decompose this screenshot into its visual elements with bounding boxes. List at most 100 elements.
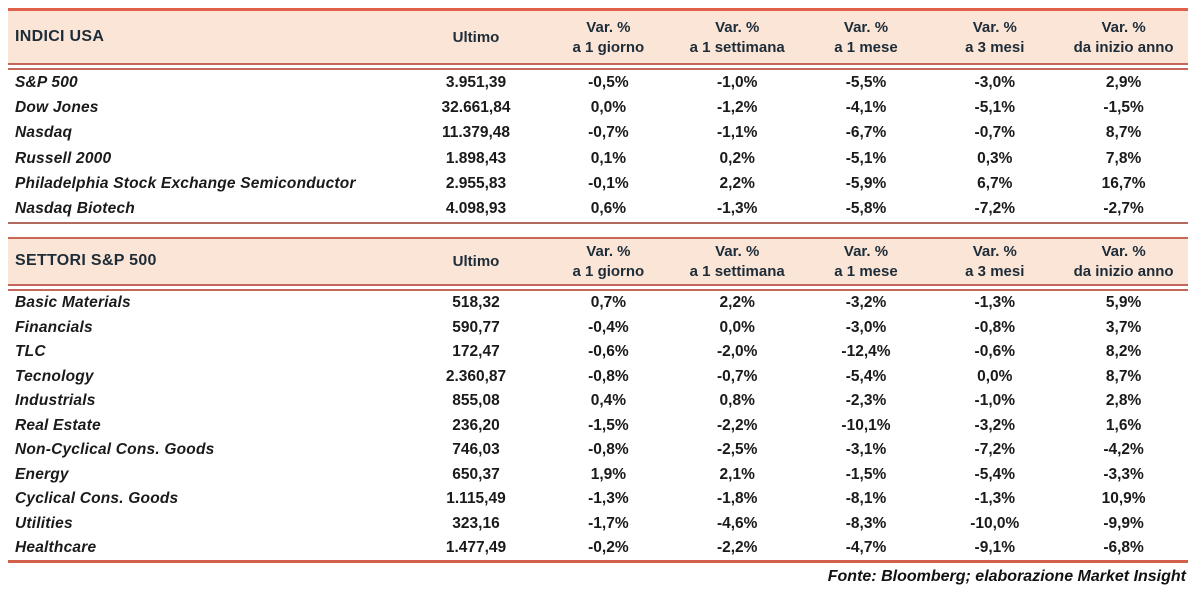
var-value: 8,7% [1105, 124, 1142, 142]
var-value: -6,7% [845, 124, 887, 142]
var-label: Var. % [972, 242, 1017, 260]
column-header-var-1-mese: Var. % a 1 mese [802, 11, 931, 63]
var-label: Var. % [586, 18, 631, 36]
table-row: Basic Materials 518,32 0,7% 2,2% -3,2% -1,3% 5… [8, 291, 1188, 316]
table-row: Energy 650,37 1,9% 2,1% -1,5% -5,4% -3,3% [8, 462, 1188, 487]
var-value: -7,2% [974, 441, 1016, 459]
ultimo-value: 11.379,48 [441, 124, 511, 142]
column-header-ultimo: Ultimo [452, 28, 500, 46]
var-value: -4,6% [716, 514, 758, 532]
var-value: -1,5% [845, 465, 887, 483]
var-value: -1,3% [716, 200, 758, 218]
ultimo-value: 1.898,43 [445, 149, 507, 167]
column-header-var-1-giorno: Var. % a 1 giorno [544, 239, 673, 284]
var-value: -1,3% [974, 294, 1016, 312]
var-value: -4,1% [845, 98, 887, 116]
row-label: Cyclical Cons. Goods [15, 490, 179, 508]
var-value: -2,2% [716, 416, 758, 434]
var-value: 5,9% [1105, 294, 1142, 312]
ultimo-value: 323,16 [452, 514, 500, 532]
var-value: -5,4% [974, 465, 1016, 483]
var-value: -3,3% [1103, 465, 1144, 483]
var-value: 0,2% [719, 149, 755, 167]
ultimo-value: 650,37 [452, 465, 500, 483]
var-value: 0,1% [590, 149, 627, 167]
var-value: -1,1% [716, 124, 758, 142]
var-value: -5,4% [845, 367, 887, 385]
table-row: Real Estate 236,20 -1,5% -2,2% -10,1% -3,2% 1,… [8, 413, 1188, 438]
var-value: -8,1% [845, 490, 887, 508]
period-label: a 3 mesi [965, 262, 1025, 280]
var-value: -0,7% [974, 124, 1016, 142]
var-value: -5,1% [974, 98, 1016, 116]
table-row: Nasdaq Biotech 4.098,93 0,6% -1,3% -5,8% -7,2… [8, 196, 1188, 221]
row-label: Financials [15, 318, 93, 336]
var-value: -5,1% [845, 149, 887, 167]
settori-sp500-header: SETTORI S&P 500 Ultimo Var. % a 1 giorno… [8, 236, 1188, 284]
var-value: -0,7% [588, 124, 629, 142]
table-row: Dow Jones 32.661,84 0,0% -1,2% -4,1% -5,1% -1,… [8, 95, 1188, 120]
var-label: Var. % [1101, 18, 1146, 36]
ultimo-value: 4.098,93 [445, 200, 507, 218]
ultimo-value: 746,03 [452, 441, 500, 459]
var-value: -3,0% [974, 73, 1016, 91]
var-value: -2,5% [716, 441, 758, 459]
var-value: 0,7% [590, 294, 627, 312]
var-value: -0,6% [588, 343, 629, 361]
var-value: -10,1% [841, 416, 891, 434]
row-label: Industrials [15, 392, 96, 410]
ultimo-value: 172,47 [452, 343, 500, 361]
table-row: Tecnology 2.360,87 -0,8% -0,7% -5,4% 0,0% 8,7% [8, 364, 1188, 389]
table-title: SETTORI S&P 500 [15, 252, 157, 270]
row-label: Philadelphia Stock Exchange Semiconducto… [15, 174, 356, 192]
settori-sp500-rows: Basic Materials 518,32 0,7% 2,2% -3,2% -1,3% 5… [8, 291, 1188, 561]
row-label: Nasdaq [15, 124, 73, 142]
var-value: 2,1% [719, 465, 755, 483]
var-value: 16,7% [1101, 174, 1146, 192]
header-double-rule [8, 63, 1188, 70]
row-label: Dow Jones [15, 98, 99, 116]
column-header-var-inizio-anno: Var. % da inizio anno [1059, 239, 1188, 284]
table-row: TLC 172,47 -0,6% -2,0% -12,4% -0,6% 8,2% [8, 340, 1188, 365]
ultimo-value: 590,77 [452, 318, 500, 336]
column-header-var-1-settimana: Var. % a 1 settimana [673, 11, 802, 63]
table-row: S&P 500 3.951,39 -0,5% -1,0% -5,5% -3,0% 2,9% [8, 70, 1188, 95]
var-value: -1,3% [588, 490, 629, 508]
period-label: da inizio anno [1073, 262, 1174, 280]
var-value: -2,2% [716, 539, 758, 557]
var-value: -1,5% [588, 416, 629, 434]
period-label: a 1 settimana [689, 262, 785, 280]
ultimo-value: 32.661,84 [441, 98, 511, 116]
table-row: Healthcare 1.477,49 -0,2% -2,2% -4,7% -9,1% -6… [8, 536, 1188, 561]
header-double-rule [8, 283, 1188, 291]
row-label: Energy [15, 465, 69, 483]
var-value: 7,8% [1105, 149, 1142, 167]
row-label: Non-Cyclical Cons. Goods [15, 441, 215, 459]
row-label: S&P 500 [15, 73, 78, 91]
ultimo-value: 2.360,87 [445, 367, 507, 385]
period-label: a 1 giorno [572, 262, 645, 280]
var-value: -12,4% [841, 343, 891, 361]
var-value: -0,5% [588, 73, 629, 91]
ultimo-value: 855,08 [452, 392, 500, 410]
var-value: -10,0% [970, 514, 1020, 532]
row-label: Utilities [15, 514, 73, 532]
var-value: -5,8% [845, 200, 887, 218]
var-value: 2,8% [1105, 392, 1142, 410]
var-value: 0,6% [590, 200, 627, 218]
var-value: 1,6% [1105, 416, 1142, 434]
var-value: -5,9% [845, 174, 887, 192]
ultimo-value: 1.115,49 [446, 490, 506, 508]
var-value: 2,2% [719, 174, 755, 192]
source-note: Fonte: Bloomberg; elaborazione Market In… [827, 568, 1186, 586]
indici-usa-header: INDICI USA Ultimo Var. % a 1 giorno Var.… [8, 8, 1188, 63]
var-value: -5,5% [845, 73, 887, 91]
period-label: a 3 mesi [965, 38, 1025, 56]
var-value: -0,1% [588, 174, 629, 192]
var-value: 0,0% [719, 318, 755, 336]
var-label: Var. % [715, 18, 760, 36]
var-label: Var. % [843, 18, 889, 36]
row-label: Basic Materials [15, 294, 131, 312]
table-row: Financials 590,77 -0,4% 0,0% -3,0% -0,8% 3,7% [8, 315, 1188, 340]
var-value: 2,9% [1105, 73, 1142, 91]
